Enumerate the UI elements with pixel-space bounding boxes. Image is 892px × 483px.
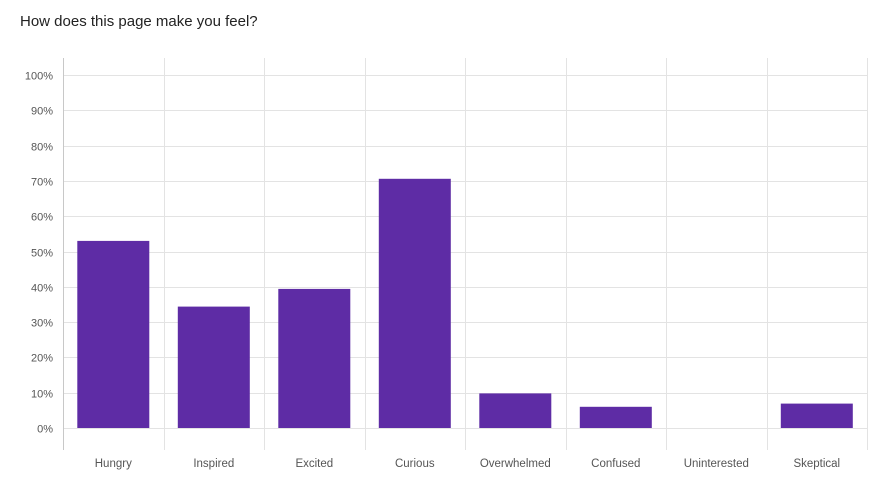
chart-title: How does this page make you feel? bbox=[20, 13, 258, 30]
x-tick-label: Curious bbox=[395, 458, 435, 470]
bar-overwhelmed bbox=[479, 393, 552, 428]
bar-confused bbox=[579, 406, 652, 428]
x-axis-labels: Hungry Inspired Excited Curious Overwhelmed C… bbox=[95, 458, 840, 470]
bar-excited bbox=[278, 288, 351, 428]
y-tick-label: 100% bbox=[25, 71, 53, 83]
bars bbox=[77, 178, 853, 428]
x-tick-label: Uninterested bbox=[684, 458, 749, 470]
x-tick-label: Inspired bbox=[193, 458, 234, 470]
y-tick-label: 20% bbox=[31, 353, 53, 365]
bar-skeptical bbox=[780, 403, 853, 428]
bar-inspired bbox=[177, 306, 250, 428]
y-tick-label: 80% bbox=[31, 142, 53, 154]
y-tick-label: 40% bbox=[31, 283, 53, 295]
y-tick-label: 0% bbox=[37, 424, 53, 436]
y-tick-label: 30% bbox=[31, 318, 53, 330]
y-tick-label: 10% bbox=[31, 389, 53, 401]
grid-lines bbox=[63, 58, 868, 450]
y-tick-label: 50% bbox=[31, 248, 53, 260]
x-tick-label: Hungry bbox=[95, 458, 132, 470]
x-tick-label: Excited bbox=[295, 458, 333, 470]
y-tick-label: 60% bbox=[31, 212, 53, 224]
bar-hungry bbox=[77, 240, 150, 428]
y-tick-label: 90% bbox=[31, 106, 53, 118]
x-tick-label: Skeptical bbox=[793, 458, 840, 470]
x-tick-label: Confused bbox=[591, 458, 640, 470]
x-tick-label: Overwhelmed bbox=[480, 458, 551, 470]
y-axis-ticks: 0% 10% 20% 30% 40% 50% 60% 70% 80% 90% 100% bbox=[25, 71, 53, 436]
bar-curious bbox=[378, 178, 451, 428]
y-tick-label: 70% bbox=[31, 177, 53, 189]
